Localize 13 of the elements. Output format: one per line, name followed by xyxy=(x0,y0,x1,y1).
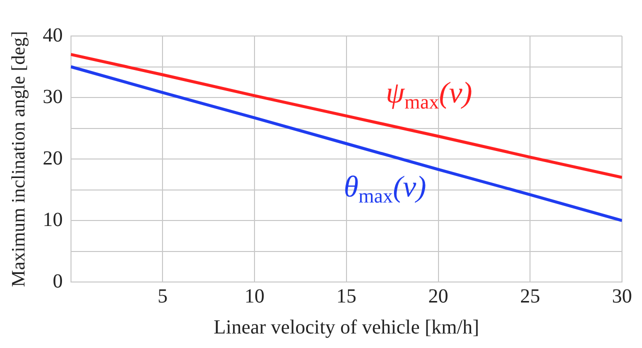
x-tick-label: 20 xyxy=(428,285,448,308)
y-axis-title: Maximum inclination angle [deg] xyxy=(8,31,30,287)
x-tick-label: 5 xyxy=(158,285,168,308)
y-tick-label: 0 xyxy=(52,270,63,292)
x-tick-label: 25 xyxy=(520,285,540,308)
x-tick-label: 15 xyxy=(336,285,356,308)
y-tick-label: 40 xyxy=(42,24,63,46)
y-tick-label: 10 xyxy=(42,208,63,231)
y-tick-label: 30 xyxy=(42,86,63,108)
y-tick-label: 20 xyxy=(42,147,63,170)
x-tick-label: 10 xyxy=(244,285,265,308)
x-tick-label: 30 xyxy=(612,285,632,308)
x-axis-title: Linear velocity of vehicle [km/h] xyxy=(214,316,480,338)
